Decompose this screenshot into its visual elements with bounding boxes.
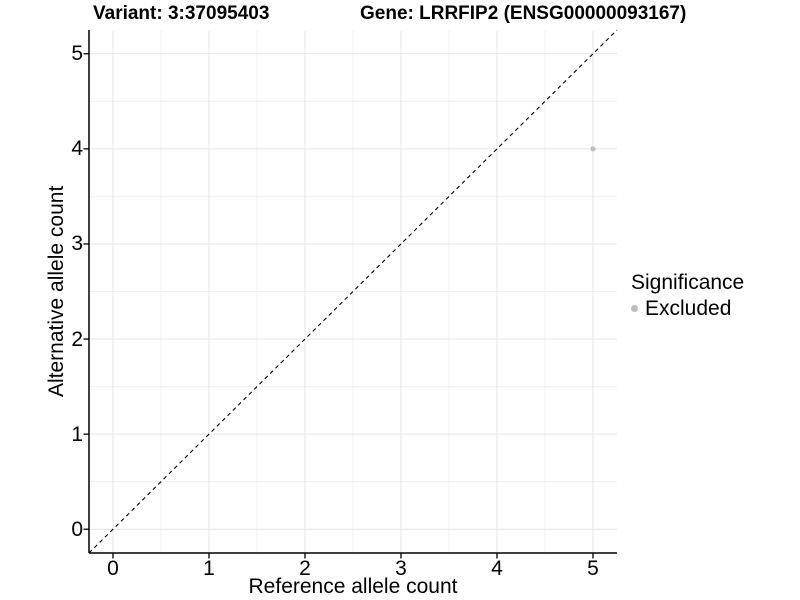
identity-line-group bbox=[88, 29, 618, 554]
y-tick-label: 2 bbox=[71, 327, 83, 351]
identity-dashed-line bbox=[88, 29, 618, 554]
y-tick-label: 5 bbox=[71, 42, 83, 66]
plot-area-svg bbox=[83, 29, 618, 559]
legend: Significance Excluded bbox=[631, 271, 744, 320]
minor-gridlines bbox=[89, 30, 617, 553]
y-tick-label: 3 bbox=[71, 232, 83, 256]
data-points bbox=[590, 146, 596, 152]
y-tick-label: 4 bbox=[71, 137, 83, 161]
legend-title: Significance bbox=[631, 271, 745, 294]
legend-item: Excluded bbox=[631, 297, 744, 320]
y-tick-label: 1 bbox=[71, 422, 83, 446]
major-gridlines bbox=[89, 30, 617, 553]
axis-tick-marks bbox=[83, 53, 594, 559]
y-tick-label: 0 bbox=[71, 517, 83, 541]
x-tick-label: 0 bbox=[107, 557, 119, 580]
x-tick-label: 3 bbox=[395, 557, 407, 580]
legend-point-icon bbox=[631, 305, 638, 312]
y-axis-title: Alternative allele count bbox=[45, 185, 68, 398]
plot-title-gene: Gene: LRRFIP2 (ENSG00000093167) bbox=[360, 3, 687, 24]
x-tick-label: 2 bbox=[299, 557, 311, 580]
x-axis-title: Reference allele count bbox=[248, 575, 458, 598]
x-tick-label: 1 bbox=[203, 557, 215, 580]
axis-lines bbox=[88, 30, 617, 554]
legend-item-label: Excluded bbox=[645, 297, 732, 320]
data-point bbox=[590, 146, 596, 152]
plot-title-variant: Variant: 3:37095403 bbox=[93, 3, 270, 24]
plot-panel bbox=[83, 29, 618, 559]
x-tick-label: 5 bbox=[587, 557, 599, 580]
x-tick-label: 4 bbox=[491, 557, 503, 580]
